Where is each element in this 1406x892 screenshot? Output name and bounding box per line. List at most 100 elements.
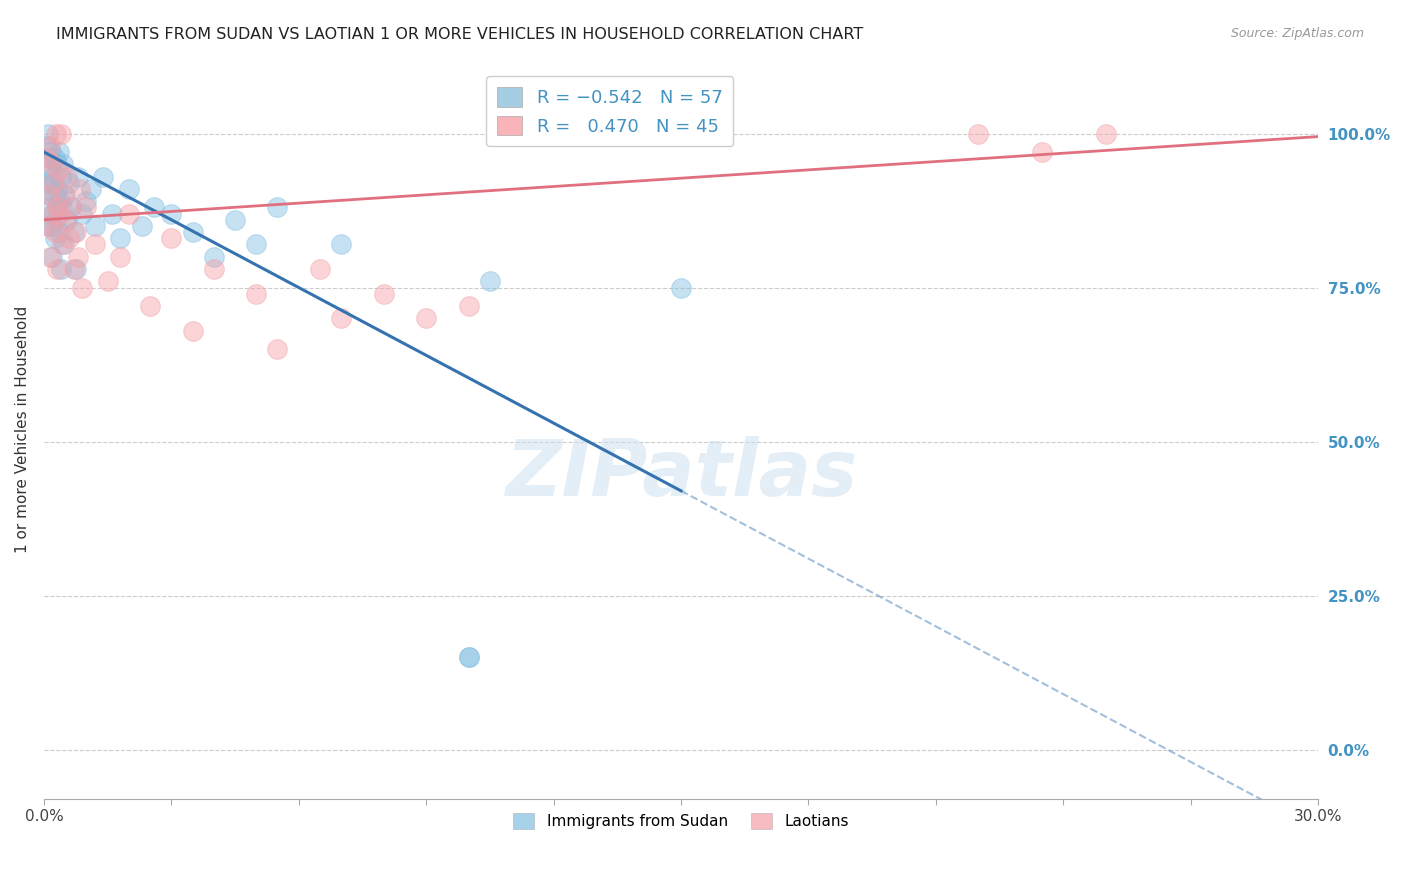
Point [65,262,87,277]
Point [58,231,80,245]
Point [45,157,67,171]
Point [330,311,353,326]
Point [46,262,69,277]
Point [42,176,65,190]
Point [37,127,59,141]
Point [266,342,288,356]
Point [38,188,60,202]
Point [48,163,70,178]
Point [181,324,204,338]
Point [48,225,70,239]
Point [478,274,501,288]
Point [69,182,91,196]
Point [49,194,72,209]
Point [330,237,353,252]
Point [45,127,67,141]
Point [42,206,65,220]
Point [457,650,479,665]
Point [967,127,990,141]
Point [93,169,115,184]
Point [44,225,66,239]
Point [415,311,437,326]
Point [44,188,66,202]
Point [49,169,72,184]
Point [41,157,63,171]
Point [45,212,67,227]
Point [309,262,332,277]
Point [70,280,93,294]
Point [39,188,62,202]
Point [83,219,105,233]
Text: Source: ZipAtlas.com: Source: ZipAtlas.com [1230,27,1364,40]
Point [56,212,79,227]
Point [41,169,63,184]
Point [37,219,59,233]
Point [44,151,66,165]
Point [35,176,58,190]
Point [160,206,183,220]
Point [110,250,132,264]
Point [45,201,67,215]
Text: IMMIGRANTS FROM SUDAN VS LAOTIAN 1 OR MORE VEHICLES IN HOUSEHOLD CORRELATION CHA: IMMIGRANTS FROM SUDAN VS LAOTIAN 1 OR MO… [56,27,863,42]
Point [1094,127,1116,141]
Point [75,201,97,215]
Point [118,206,141,220]
Point [53,188,76,202]
Legend: Immigrants from Sudan, Laotians: Immigrants from Sudan, Laotians [508,807,855,836]
Point [457,650,479,665]
Point [51,237,73,252]
Point [669,280,692,294]
Point [97,274,120,288]
Point [66,169,89,184]
Point [58,176,80,190]
Point [46,182,69,196]
Point [131,219,153,233]
Point [101,206,124,220]
Point [65,225,87,239]
Point [37,219,59,233]
Point [49,206,72,220]
Point [60,201,83,215]
Point [53,212,76,227]
Point [143,201,166,215]
Text: ZIPatlas: ZIPatlas [505,435,858,512]
Point [79,182,101,196]
Point [52,157,75,171]
Point [181,225,204,239]
Point [160,231,183,245]
Point [118,182,141,196]
Point [53,237,76,252]
Point [38,201,60,215]
Point [224,212,246,227]
Point [44,231,66,245]
Point [56,169,79,184]
Y-axis label: 1 or more Vehicles in Household: 1 or more Vehicles in Household [15,306,30,553]
Point [41,219,63,233]
Point [202,250,225,264]
Point [373,286,395,301]
Point [62,262,84,277]
Point [139,299,162,313]
Point [62,225,84,239]
Point [49,262,72,277]
Point [110,231,132,245]
Point [39,250,62,264]
Point [75,194,97,209]
Point [39,163,62,178]
Point [245,237,267,252]
Point [245,286,267,301]
Point [41,250,63,264]
Point [39,139,62,153]
Point [42,176,65,190]
Point [70,206,93,220]
Point [51,201,73,215]
Point [45,201,67,215]
Point [83,237,105,252]
Point [1031,145,1053,159]
Point [49,127,72,141]
Point [37,139,59,153]
Point [202,262,225,277]
Point [37,151,59,165]
Point [48,145,70,159]
Point [457,299,479,313]
